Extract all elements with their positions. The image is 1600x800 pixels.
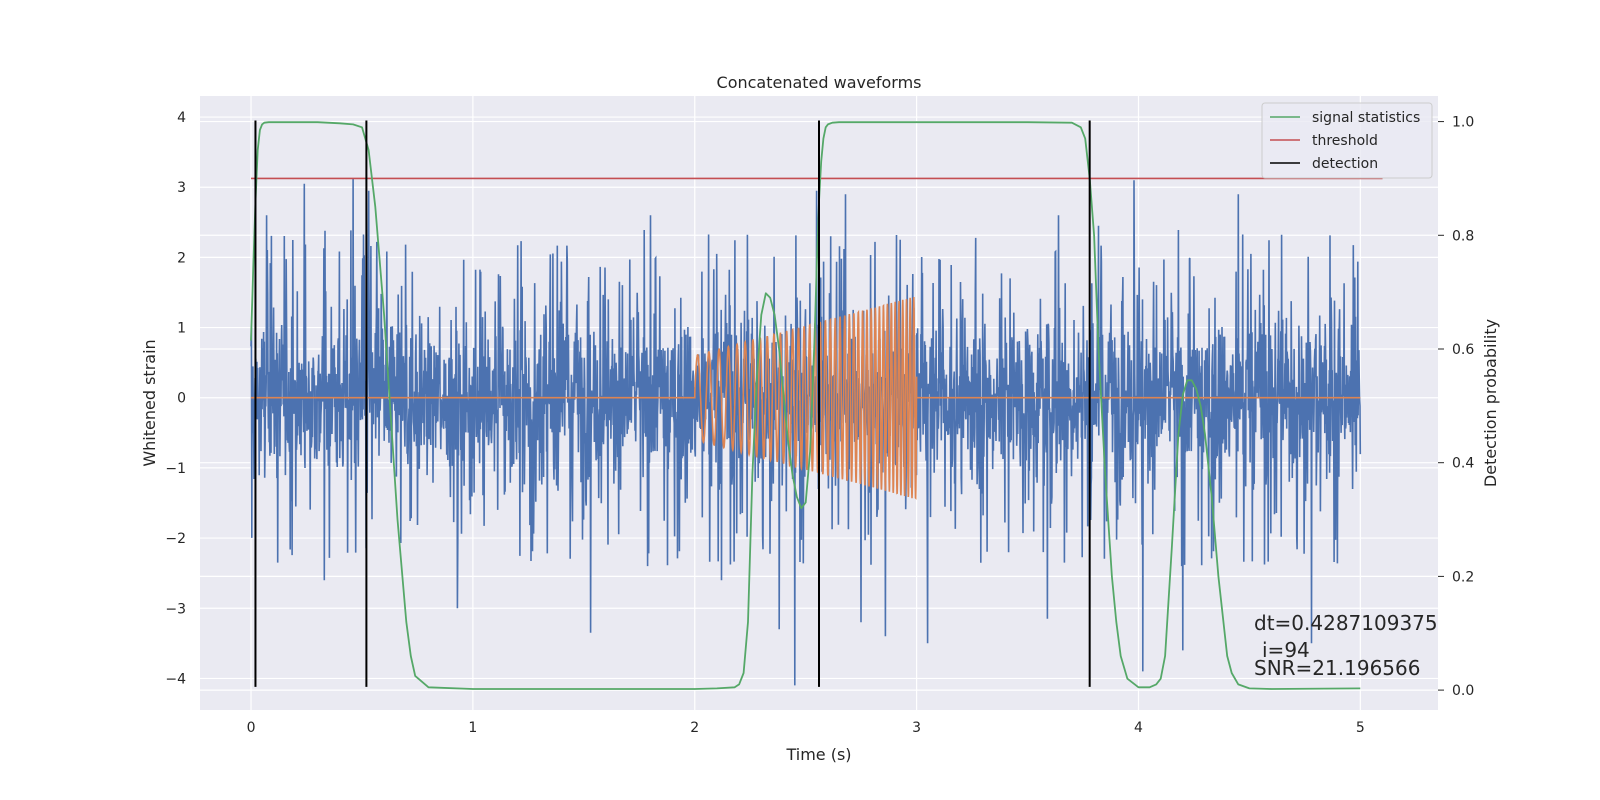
annotation: dt=0.4287109375 i=94 SNR=21.196566: [1254, 611, 1438, 680]
x-tick-label: 2: [690, 720, 699, 736]
series-strain-line: [250, 178, 1362, 686]
y-tick-label: 4: [177, 110, 186, 126]
y2-tick-label: 1.0: [1452, 115, 1474, 131]
x-tick-label: 0: [247, 720, 256, 736]
x-tick-label: 5: [1356, 720, 1365, 736]
legend: signal statistics threshold detection: [1261, 102, 1433, 179]
y-tick-label: −2: [165, 531, 186, 547]
y-tick-label: 2: [177, 250, 186, 266]
series-injected-line: [251, 296, 1361, 500]
series-layer: [250, 120, 1383, 690]
series-signal-statistics-line: [250, 121, 1361, 690]
legend-label-signal-statistics: signal statistics: [1312, 110, 1420, 126]
y-axis-label: Whitened strain: [140, 339, 159, 466]
legend-box: [1261, 102, 1433, 179]
y2-tick-label: 0.4: [1452, 456, 1474, 472]
annotation-dt: dt=0.4287109375: [1254, 611, 1438, 635]
y2-tick-label: 0.0: [1452, 683, 1474, 699]
chart-title: Concatenated waveforms: [717, 73, 922, 92]
y2-tick-label: 0.8: [1452, 228, 1474, 244]
legend-label-threshold: threshold: [1312, 133, 1378, 149]
x-tick-label: 3: [912, 720, 921, 736]
x-tick-label: 1: [468, 720, 477, 736]
y-tick-label: 1: [177, 321, 186, 337]
x-tick-label: 4: [1134, 720, 1143, 736]
y2-tick-label: 0.2: [1452, 569, 1474, 585]
legend-label-detection: detection: [1312, 156, 1378, 172]
x-axis-label: Time (s): [785, 745, 851, 764]
y-axis-ticks: −4 −3 −2 −1 0 1 2 3 4: [165, 110, 186, 687]
x-axis-ticks: 0 1 2 3 4 5: [247, 720, 1365, 736]
annotation-i: i=94: [1262, 638, 1310, 662]
y-tick-label: 3: [177, 180, 186, 196]
y-tick-label: −4: [165, 671, 186, 687]
y2-axis-label: Detection probability: [1481, 319, 1500, 487]
annotation-snr: SNR=21.196566: [1254, 656, 1420, 680]
y-tick-label: −3: [165, 601, 186, 617]
y2-axis-ticks: 0.0 0.2 0.4 0.6 0.8 1.0: [1438, 115, 1474, 699]
y-tick-label: −1: [165, 461, 186, 477]
y2-tick-label: 0.6: [1452, 342, 1474, 358]
y-tick-label: 0: [177, 391, 186, 407]
